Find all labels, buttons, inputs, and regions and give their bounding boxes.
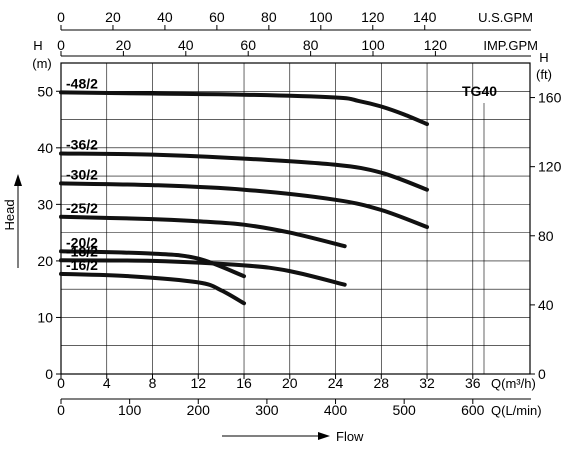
y-right-tick-label: 120 xyxy=(538,159,562,175)
curve-label: -25/2 xyxy=(66,200,98,216)
x-usgpm-tick-label: 80 xyxy=(261,9,277,25)
y-right-tick-label: 160 xyxy=(538,90,562,106)
x-impgpm-tick-label: 20 xyxy=(116,37,132,53)
x-primary-unit-label: Q(m³/h) xyxy=(491,376,536,391)
pump-curve xyxy=(59,271,246,306)
x-impgpm-tick-label: 60 xyxy=(240,37,256,53)
x-lmin-tick-label: 400 xyxy=(324,402,348,418)
x-impgpm-tick-label: 120 xyxy=(424,37,448,53)
pump-curve xyxy=(59,181,429,229)
us-gpm-unit-label: U.S.GPM xyxy=(478,10,533,25)
x-impgpm-tick-label: 100 xyxy=(361,37,385,53)
curves: -48/2 -36/2 -30/2 -25/2 -20/2-18/2-16/2 xyxy=(59,75,429,306)
x-lmin-tick-label: 200 xyxy=(187,402,211,418)
y-right-tick-label: 80 xyxy=(538,228,554,244)
x-lmin-tick-label: 600 xyxy=(461,402,485,418)
x-impgpm-tick-label: 0 xyxy=(57,37,65,53)
curve-label: -18/2 xyxy=(66,243,98,259)
y-right-tick-label: 40 xyxy=(538,297,554,313)
y-axis-title: Head xyxy=(2,199,17,230)
x-usgpm-tick-label: 40 xyxy=(157,9,173,25)
left-axis-h-label: H xyxy=(33,38,42,53)
x-primary-tick-label: 16 xyxy=(236,375,252,391)
x-primary-tick-label: 24 xyxy=(328,375,344,391)
head-arrow-head xyxy=(14,174,22,186)
x-usgpm-tick-label: 140 xyxy=(413,9,437,25)
x-impgpm-tick-label: 80 xyxy=(303,37,319,53)
x-primary-tick-label: 0 xyxy=(57,375,65,391)
x-primary-tick-label: 20 xyxy=(282,375,298,391)
imp-gpm-unit-label: IMP.GPM xyxy=(483,38,538,53)
curve-label: -20/2 xyxy=(66,234,98,250)
x-primary-tick-label: 36 xyxy=(465,375,481,391)
x-lmin-unit-label: Q(L/min) xyxy=(491,403,542,418)
y-left-tick-label: 20 xyxy=(37,253,53,269)
left-axis-unit-label: (m) xyxy=(32,56,52,71)
y-left-tick-label: 30 xyxy=(37,196,53,212)
y-right-tick-label: 0 xyxy=(538,366,546,382)
y-left-tick-label: 40 xyxy=(37,140,53,156)
x-usgpm-tick-label: 0 xyxy=(57,9,65,25)
right-axis-h-label: H xyxy=(539,50,548,65)
pump-curve xyxy=(59,214,347,249)
x-primary-tick-label: 32 xyxy=(419,375,435,391)
x-axis-title: Flow xyxy=(336,429,364,444)
pump-curve xyxy=(59,249,246,279)
x-lmin-tick-label: 100 xyxy=(118,402,142,418)
curve-label: -36/2 xyxy=(66,136,98,152)
curve-label: -16/2 xyxy=(66,257,98,273)
x-lmin-tick-label: 0 xyxy=(57,402,65,418)
y-left-tick-label: 10 xyxy=(37,309,53,325)
x-usgpm-tick-label: 20 xyxy=(105,9,121,25)
x-usgpm-tick-label: 120 xyxy=(361,9,385,25)
flow-arrow-head xyxy=(318,432,330,440)
right-axis-unit-label: (ft) xyxy=(536,67,552,82)
y-left-tick-label: 50 xyxy=(37,83,53,99)
x-primary-tick-label: 8 xyxy=(149,375,157,391)
curve-label: -30/2 xyxy=(66,166,98,182)
x-usgpm-tick-label: 60 xyxy=(209,9,225,25)
x-primary-tick-label: 12 xyxy=(190,375,206,391)
x-lmin-tick-label: 300 xyxy=(255,402,279,418)
x-primary-tick-label: 4 xyxy=(103,375,111,391)
curve-label: -48/2 xyxy=(66,75,98,91)
pump-curve xyxy=(59,90,429,127)
x-primary-tick-label: 28 xyxy=(374,375,390,391)
model-label: TG40 xyxy=(462,83,497,99)
pump-curve xyxy=(59,151,429,192)
pump-curve xyxy=(59,258,347,287)
y-left-tick-label: 0 xyxy=(45,366,53,382)
x-impgpm-tick-label: 40 xyxy=(178,37,194,53)
x-lmin-tick-label: 500 xyxy=(392,402,416,418)
x-usgpm-tick-label: 100 xyxy=(309,9,333,25)
